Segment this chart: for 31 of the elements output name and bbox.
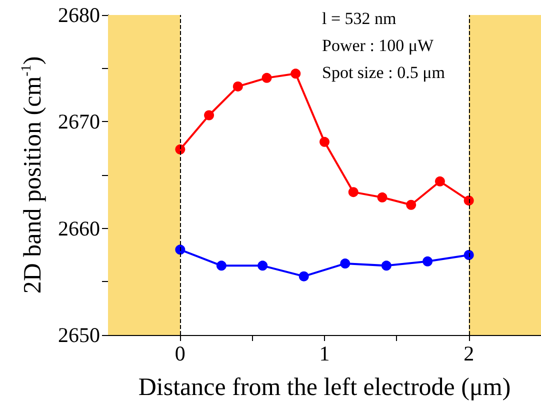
x-tick-label: 0 bbox=[174, 342, 186, 366]
point bbox=[232, 81, 243, 92]
point bbox=[320, 136, 330, 147]
y-tick-label: 2670 bbox=[58, 110, 100, 134]
point bbox=[340, 258, 350, 269]
point bbox=[377, 192, 388, 202]
point bbox=[175, 244, 186, 255]
point bbox=[464, 196, 474, 206]
point bbox=[464, 250, 474, 260]
point bbox=[262, 72, 272, 83]
x-tick-label: 1 bbox=[319, 342, 330, 366]
point bbox=[381, 260, 392, 271]
y-axis-title: 2D band position (cm-1) bbox=[20, 56, 46, 294]
point bbox=[348, 187, 358, 198]
point bbox=[434, 176, 445, 186]
point bbox=[258, 260, 268, 271]
point bbox=[298, 271, 309, 282]
annotation: Power : 100 μW bbox=[322, 36, 435, 55]
x-axis-title: Distance from the left electrode (μm) bbox=[138, 374, 511, 401]
point bbox=[175, 144, 186, 154]
point bbox=[422, 256, 433, 266]
annotation: l = 532 nm bbox=[322, 9, 396, 28]
y-tick-label: 2680 bbox=[58, 3, 100, 27]
point bbox=[290, 68, 301, 79]
y-tick-label: 2660 bbox=[58, 216, 100, 240]
point bbox=[406, 200, 416, 210]
point bbox=[204, 110, 214, 120]
annotation: Spot size : 0.5 μm bbox=[322, 63, 445, 82]
point bbox=[216, 260, 226, 271]
x-tick-label: 2 bbox=[464, 342, 474, 366]
y-tick-label: 2650 bbox=[58, 323, 100, 347]
